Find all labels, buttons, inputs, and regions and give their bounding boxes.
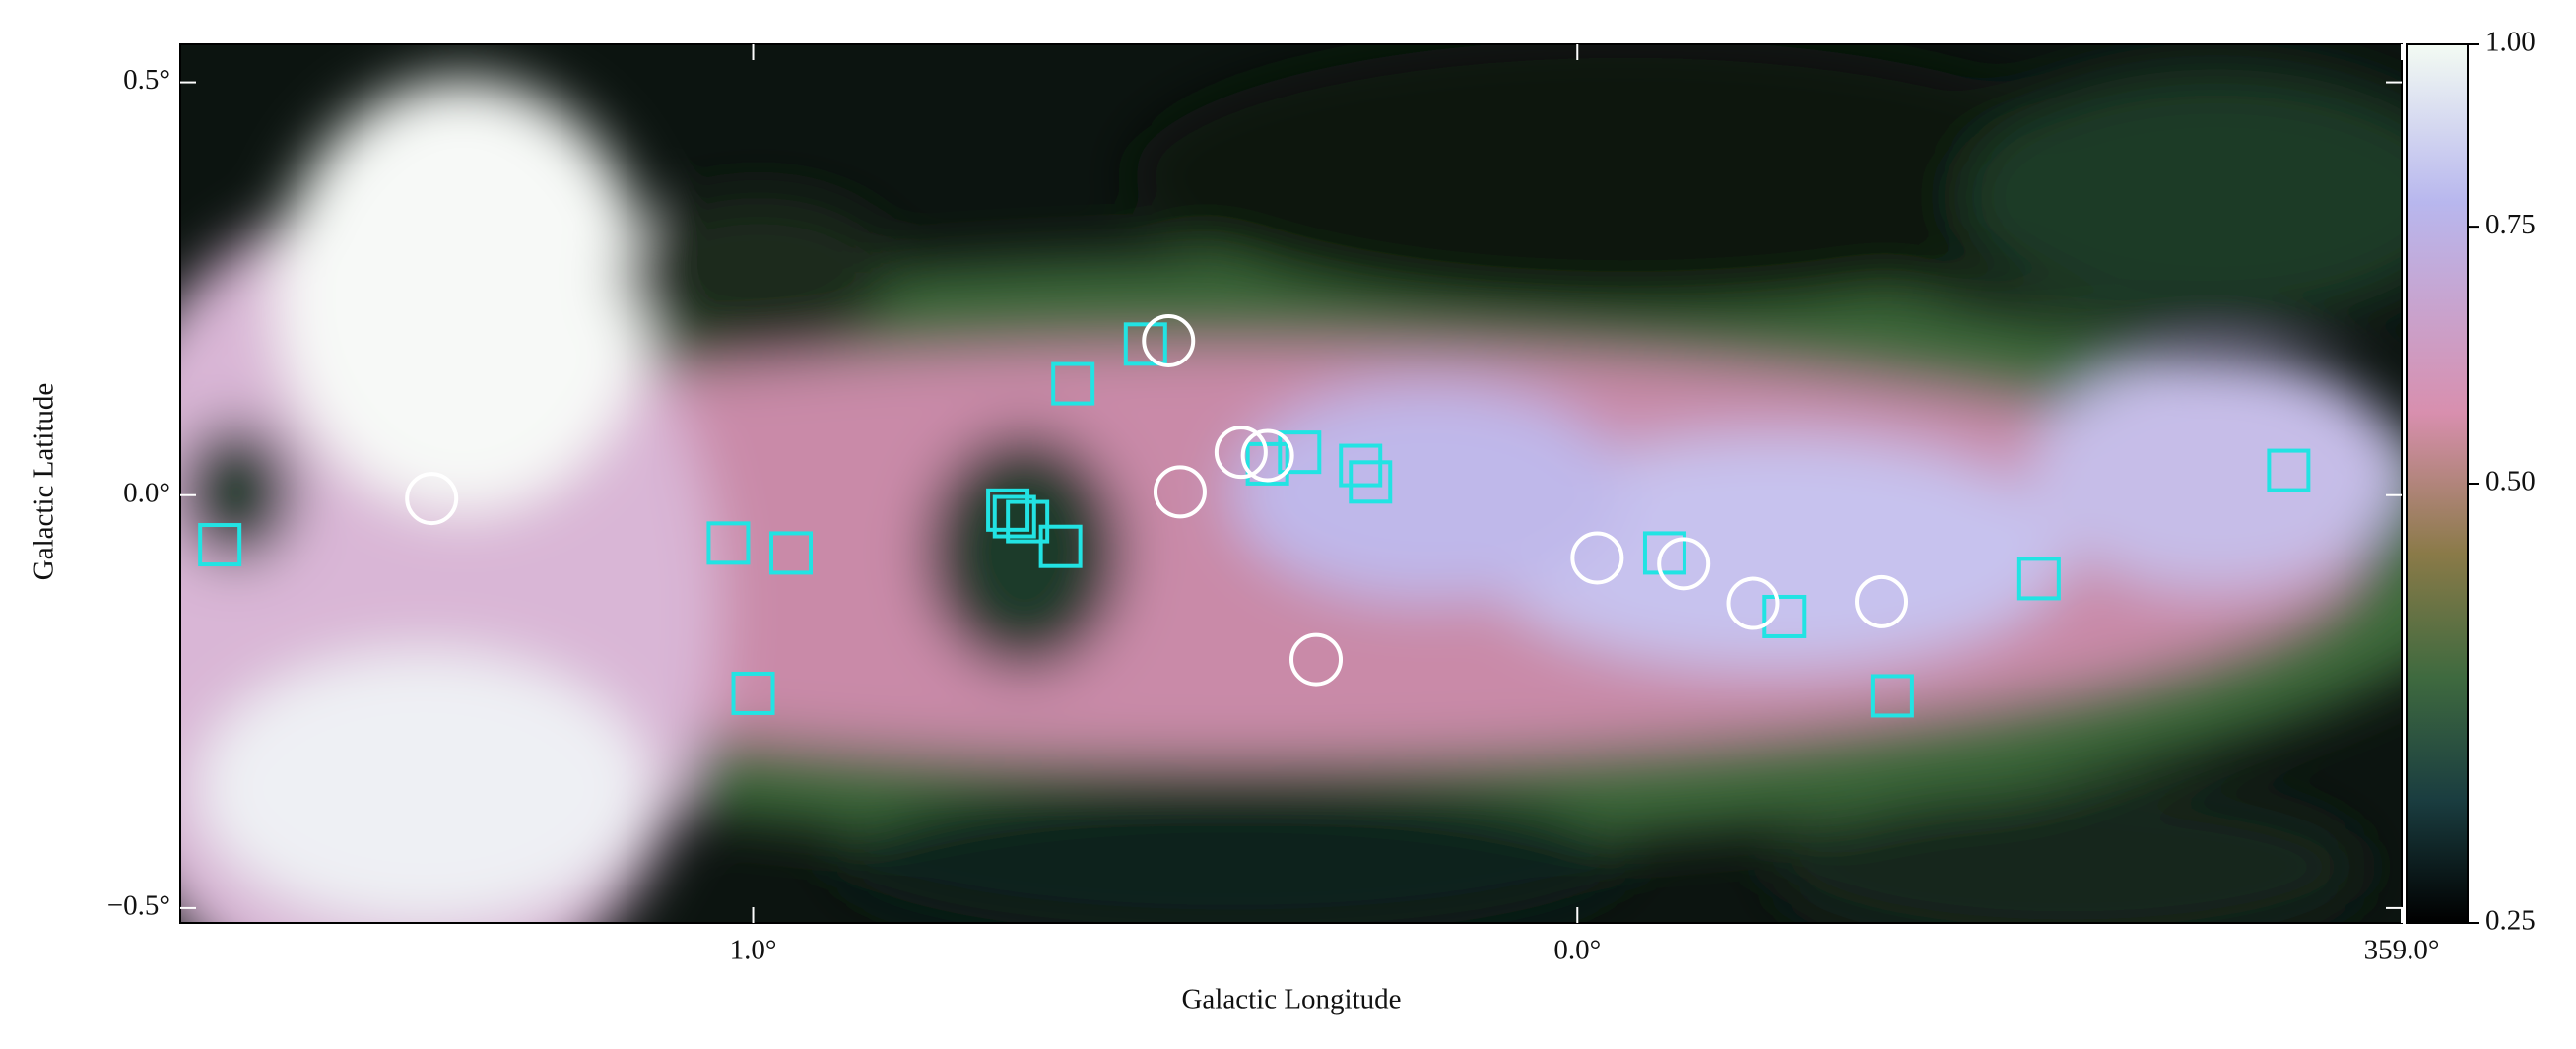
source-square [992,494,1036,539]
source-circle [1855,574,1909,628]
source-circle [1153,465,1207,519]
colorbar-tick-label: 1.00 [2485,27,2536,58]
colorbar-tick-label: 0.75 [2485,209,2536,240]
source-circle [1657,537,1711,591]
source-square [731,671,775,715]
source-square [2016,557,2061,601]
colorbar [2406,43,2469,924]
y-tick-label: −0.5° [107,890,170,922]
y-axis-title: Galactic Latitude [29,383,60,580]
y-tick-label: 0.0° [123,477,170,508]
source-square [769,531,814,575]
source-square [1642,531,1686,575]
source-square [1349,460,1393,504]
source-square [1123,322,1167,366]
x-tick-label: 1.0° [730,935,777,966]
x-tick-label: 359.0° [2364,935,2440,966]
source-circle [1726,576,1780,630]
source-circle [405,472,459,526]
source-circle [1289,632,1344,687]
source-circle [1142,313,1196,367]
source-circle [1240,428,1294,483]
source-square [1278,430,1322,475]
source-square [1245,441,1289,486]
colorbar-tick-label: 0.50 [2485,466,2536,497]
source-circle [1570,531,1624,585]
plot-frame [179,43,2403,924]
source-square [1051,361,1095,406]
x-axis-title: Galactic Longitude [1181,984,1401,1016]
source-square [1006,499,1050,544]
colorbar-tick-label: 0.25 [2485,905,2536,937]
source-square [706,521,751,565]
y-tick-label: 0.5° [123,64,170,96]
source-square [1762,594,1807,638]
source-square [1038,524,1083,568]
x-tick-label: 0.0° [1553,935,1601,966]
source-circle [1214,426,1268,480]
source-square [2267,448,2311,492]
source-square [1339,443,1383,488]
intensity-map [180,44,2402,923]
source-square [198,523,242,567]
source-square [1870,674,1914,718]
